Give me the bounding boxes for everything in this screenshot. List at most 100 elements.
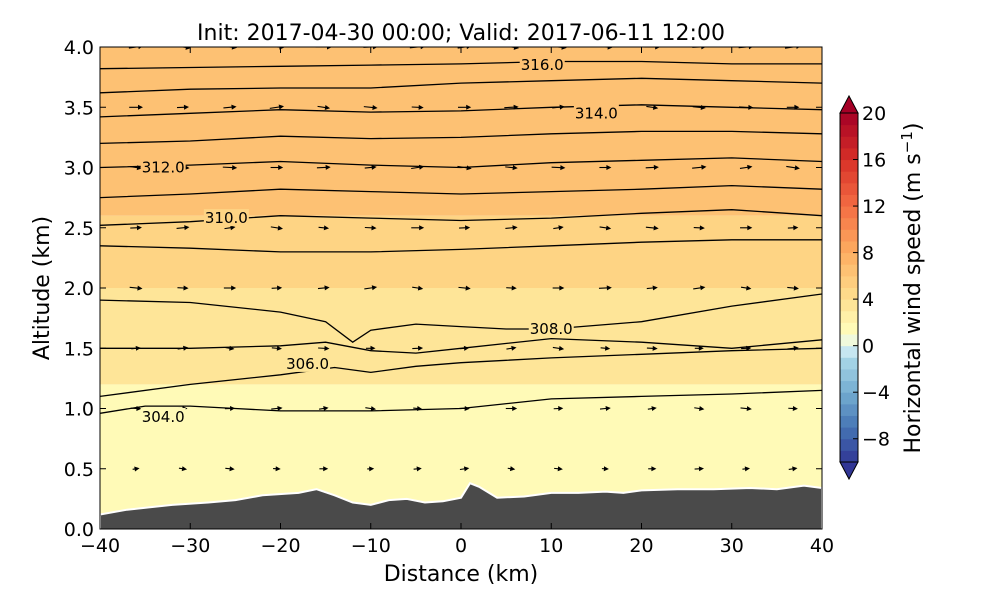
wind-vector-head [138, 47, 144, 50]
wind-vector [224, 225, 236, 231]
wind-vector-head [370, 345, 376, 351]
wind-vector-head [604, 345, 611, 351]
wind-vector-head [652, 345, 658, 351]
wind-vector [551, 165, 566, 171]
wind-vector [742, 466, 750, 472]
wind-vector [694, 406, 705, 411]
wind-vector [129, 104, 143, 110]
wind-vector [271, 405, 283, 411]
wind-vector-head [466, 47, 472, 50]
colorbar-tick-label: −4 [862, 382, 890, 404]
wind-vector-head [463, 466, 470, 472]
wind-vector [412, 345, 424, 351]
colorbar-tick-label: 20 [862, 103, 886, 125]
wind-vector-head [324, 285, 330, 291]
wind-vector [412, 285, 424, 291]
wind-vector [130, 165, 143, 171]
wind-vector [552, 104, 565, 110]
colorbar-segment [840, 345, 858, 358]
wind-vector-head [511, 285, 517, 291]
wind-vector-head [558, 345, 565, 351]
wind-vector-head [701, 164, 707, 170]
wind-vector [601, 466, 609, 472]
wind-vector [786, 165, 800, 171]
x-tick-label: 20 [629, 535, 653, 557]
wind-vector [645, 164, 659, 170]
colorbar-tick-label: 0 [862, 336, 874, 358]
wind-vector [786, 104, 800, 110]
wind-vector [506, 345, 517, 351]
wind-vector [411, 164, 425, 170]
contour-labels: 304.0 306.0 308.0 310.0 312.0 314.0 316.0 [140, 56, 619, 426]
wind-vector [225, 466, 235, 472]
colorbar-segment [840, 438, 858, 451]
wind-vector-head [135, 345, 141, 351]
wind-vector-head [512, 225, 518, 231]
y-tick-label: 4.0 [64, 37, 94, 59]
wind-vector-head [652, 285, 658, 291]
wind-vector-head [183, 104, 189, 110]
wind-vector [318, 406, 329, 412]
wind-vector [458, 104, 472, 110]
wind-vector-head [231, 104, 237, 110]
chart-title: Init: 2017-04-30 00:00; Valid: 2017-06-1… [197, 21, 725, 46]
x-tick-label: −10 [351, 535, 391, 557]
wind-vector [459, 225, 471, 231]
colorbar-segment [840, 124, 858, 137]
x-tick-label: −40 [80, 535, 120, 557]
wind-vector [271, 285, 283, 291]
contour-label: 308.0 [530, 320, 573, 338]
wind-vector-head [746, 345, 752, 351]
contour-label-bg [140, 407, 186, 425]
colorbar-segment [840, 136, 858, 149]
wind-vector [130, 406, 142, 412]
wind-vector-head [465, 225, 471, 231]
y-axis-label: Altitude (km) [30, 216, 55, 360]
wind-vector [270, 225, 283, 231]
wind-vector-head [418, 164, 425, 170]
y-tick-label: 2.5 [64, 218, 94, 240]
wind-vector [367, 466, 375, 472]
wind-vector [365, 406, 377, 412]
colorbar-tick-label: 12 [862, 196, 886, 218]
wind-vector [460, 345, 470, 351]
wind-vector [459, 406, 470, 412]
wind-vector-head [509, 466, 516, 472]
wind-vector [319, 466, 329, 472]
wind-vector [225, 345, 235, 351]
wind-vector [740, 285, 752, 291]
wind-vector-head [698, 466, 704, 472]
wind-vector [363, 105, 378, 110]
wind-vector [693, 225, 705, 231]
wind-vector [554, 466, 563, 472]
y-axis-ticks: 0.0 0.5 1.0 1.5 2.0 2.5 3.0 3.5 4.0 [64, 37, 822, 541]
wind-vector-head [747, 164, 753, 170]
wind-vector-head [419, 225, 425, 231]
wind-vector [507, 466, 516, 472]
wind-vector-head [744, 466, 750, 472]
wind-vector [741, 345, 752, 351]
wind-vector-head [323, 466, 329, 472]
colorbar-segment [840, 392, 858, 405]
colorbar-segment [840, 159, 858, 172]
wind-vector [413, 405, 423, 411]
wind-vector [505, 406, 518, 411]
wind-vector [131, 345, 141, 351]
wind-vector [273, 466, 281, 472]
contour-label-bg [203, 209, 249, 227]
wind-vector-head [416, 405, 423, 411]
wind-vector-head [181, 466, 188, 472]
wind-vector-head [136, 165, 143, 171]
wind-vector [694, 466, 704, 472]
wind-vector-head [371, 164, 377, 170]
wind-vector-head [134, 466, 140, 472]
x-tick-label: 30 [720, 535, 744, 557]
wind-vector-head [513, 104, 519, 110]
wind-vector-head [136, 225, 142, 231]
wind-vector-head [324, 345, 330, 351]
theta-contour-308 [100, 293, 822, 343]
wind-vector [646, 345, 658, 351]
wind-vector-head [605, 225, 612, 231]
y-tick-label: 3.5 [64, 97, 94, 119]
wind-vector [599, 405, 611, 411]
